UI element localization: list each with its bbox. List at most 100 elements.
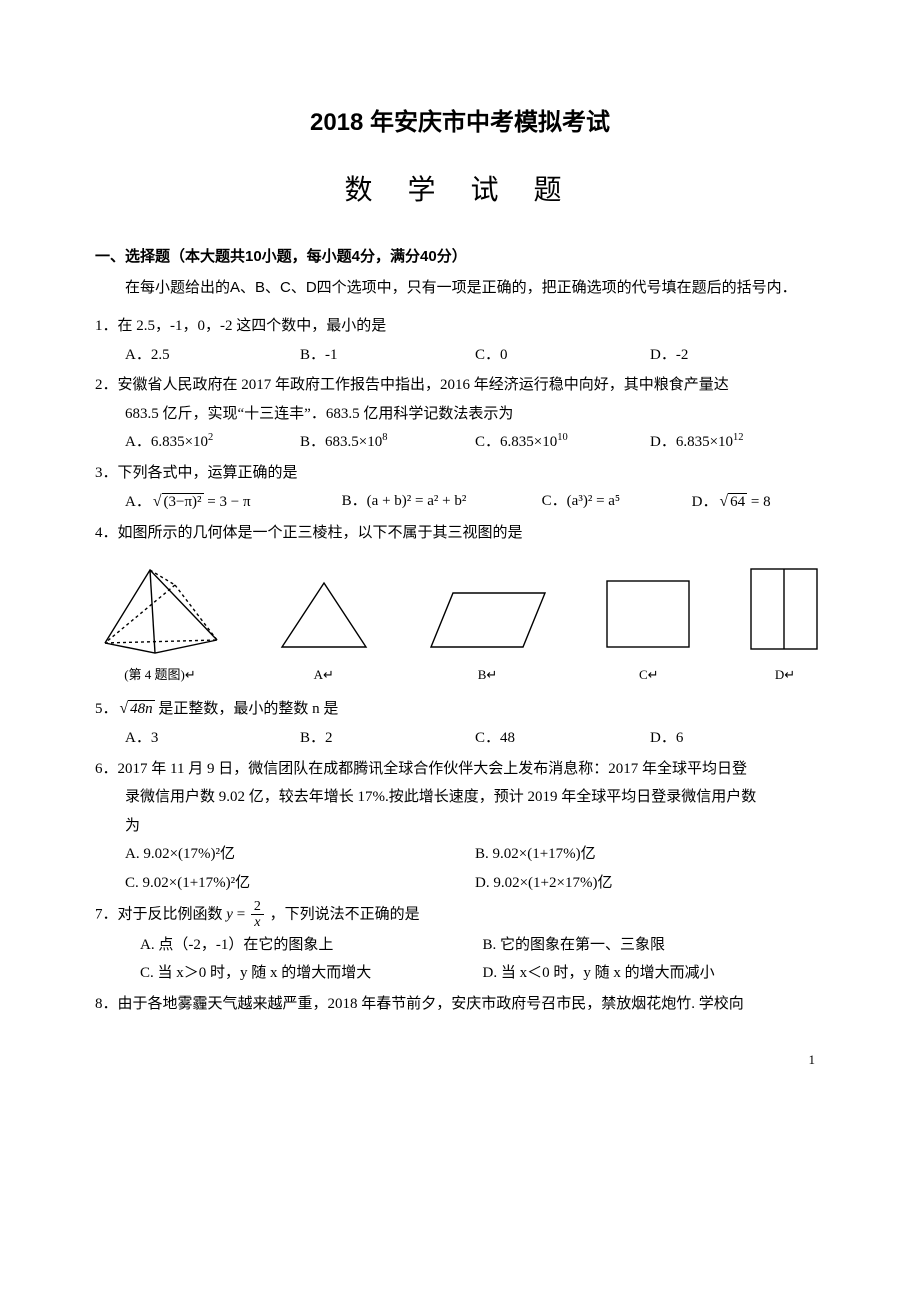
q3a-rhs: = 3 − π bbox=[204, 494, 251, 510]
q4-fig-a: A↵ bbox=[274, 575, 374, 688]
q1-options: A．2.5 B．-1 C．0 D．-2 bbox=[95, 341, 825, 370]
q6-options-row2: C. 9.02×(1+17%)²亿 D. 9.02×(1+2×17%)亿 bbox=[95, 869, 825, 898]
question-6: 6．2017 年 11 月 9 日，微信团队在成都腾讯全球合作伙伴大会上发布消息… bbox=[95, 755, 825, 898]
q4-label-a: A↵ bbox=[274, 663, 374, 688]
rectangle-split-icon bbox=[745, 565, 825, 655]
q4-caption: (第 4 题图)↵ bbox=[95, 663, 225, 688]
q2-options: A．6.835×102 B．683.5×108 C．6.835×1010 D．6… bbox=[95, 428, 825, 457]
section-intro: 在每小题给出的A、B、C、D四个选项中，只有一项是正确的，把正确选项的代号填在题… bbox=[95, 271, 825, 304]
q1-opt-d: D．-2 bbox=[650, 341, 825, 370]
q3-opt-a: A． (3−π)² = 3 − π bbox=[125, 487, 342, 517]
q2c-base: C．6.835×10 bbox=[475, 434, 557, 450]
q2a-base: A．6.835×10 bbox=[125, 434, 208, 450]
q2-opt-b: B．683.5×108 bbox=[300, 428, 475, 457]
q2d-base: D．6.835×10 bbox=[650, 434, 733, 450]
q5-opt-d: D．6 bbox=[650, 724, 825, 753]
q4-label-b: B↵ bbox=[423, 663, 553, 688]
q5-stem: 5． 48n 是正整数，最小的整数 n 是 bbox=[95, 694, 825, 724]
triangle-icon bbox=[274, 575, 374, 655]
q6-stem-l2: 录微信用户数 9.02 亿，较去年增长 17%.按此增长速度，预计 2019 年… bbox=[95, 783, 825, 812]
q2-stem-l1: 2．安徽省人民政府在 2017 年政府工作报告中指出，2016 年经济运行稳中向… bbox=[95, 371, 825, 400]
q7-y: y bbox=[226, 906, 233, 922]
q2a-sup: 2 bbox=[208, 432, 213, 443]
q6-stem-l1: 6．2017 年 11 月 9 日，微信团队在成都腾讯全球合作伙伴大会上发布消息… bbox=[95, 755, 825, 784]
q3-opt-c: C．(a³)² = a⁵ bbox=[542, 487, 692, 517]
q4-label-d: D↵ bbox=[745, 663, 825, 688]
q2-opt-c: C．6.835×1010 bbox=[475, 428, 650, 457]
question-4: 4．如图所示的几何体是一个正三棱柱，以下不属于其三视图的是 (第 4 题图)↵ bbox=[95, 519, 825, 688]
q1-opt-a: A．2.5 bbox=[125, 341, 300, 370]
q4-fig-c: C↵ bbox=[601, 575, 696, 688]
page-number: 1 bbox=[95, 1048, 825, 1073]
q2-stem-l2: 683.5 亿斤，实现“十三连丰”．683.5 亿用科学记数法表示为 bbox=[95, 400, 825, 429]
question-7: 7．对于反比例函数 y = 2x ，下列说法不正确的是 A. 点（-2，-1）在… bbox=[95, 899, 825, 988]
q2b-sup: 8 bbox=[382, 432, 387, 443]
section-heading: 一、选择题（本大题共10小题，每小题4分，满分40分） bbox=[95, 243, 825, 272]
fraction-icon: 2x bbox=[251, 899, 264, 931]
q7-eq: = bbox=[233, 906, 249, 922]
q2-opt-d: D．6.835×1012 bbox=[650, 428, 825, 457]
q7-opt-b: B. 它的图象在第一、三象限 bbox=[483, 931, 826, 960]
sqrt-icon: (3−π)² bbox=[151, 487, 204, 517]
q7-den: x bbox=[251, 915, 264, 930]
q3a-label: A． bbox=[125, 494, 151, 510]
q5-options: A．3 B．2 C．48 D．6 bbox=[95, 724, 825, 753]
q7-stem: 7．对于反比例函数 y = 2x ，下列说法不正确的是 bbox=[95, 899, 825, 931]
prism-icon bbox=[95, 560, 225, 655]
q5-opt-a: A．3 bbox=[125, 724, 300, 753]
q3-opt-d: D． 64 = 8 bbox=[692, 487, 825, 517]
q7-pre: 7．对于反比例函数 bbox=[95, 906, 226, 922]
q3-options: A． (3−π)² = 3 − π B．(a + b)² = a² + b² C．… bbox=[95, 487, 825, 517]
q3d-label: D． bbox=[692, 494, 718, 510]
page-title-sub: 数 学 试 题 bbox=[95, 164, 825, 217]
q3-stem: 3．下列各式中，运算正确的是 bbox=[95, 459, 825, 488]
q1-opt-b: B．-1 bbox=[300, 341, 475, 370]
question-8: 8．由于各地雾霾天气越来越严重，2018 年春节前夕，安庆市政府号召市民，禁放烟… bbox=[95, 990, 825, 1019]
page-title-main: 2018 年安庆市中考模拟考试 bbox=[95, 100, 825, 146]
exam-page: 2018 年安庆市中考模拟考试 数 学 试 题 一、选择题（本大题共10小题，每… bbox=[0, 0, 920, 1113]
question-3: 3．下列各式中，运算正确的是 A． (3−π)² = 3 − π B．(a + b… bbox=[95, 459, 825, 517]
q5-rad: 48n bbox=[128, 700, 155, 717]
q2-opt-a: A．6.835×102 bbox=[125, 428, 300, 457]
q7-num: 2 bbox=[251, 899, 264, 915]
sqrt-icon: 64 bbox=[718, 487, 748, 517]
q5-post: 是正整数，最小的整数 n 是 bbox=[155, 701, 339, 717]
question-2: 2．安徽省人民政府在 2017 年政府工作报告中指出，2016 年经济运行稳中向… bbox=[95, 371, 825, 457]
q3-opt-b: B．(a + b)² = a² + b² bbox=[342, 487, 542, 517]
q4-label-c: C↵ bbox=[601, 663, 696, 688]
question-1: 1．在 2.5，-1，0，-2 这四个数中，最小的是 A．2.5 B．-1 C．… bbox=[95, 312, 825, 369]
q7-options-row1: A. 点（-2，-1）在它的图象上 B. 它的图象在第一、三象限 bbox=[95, 931, 825, 960]
q7-opt-d: D. 当 x＜0 时，y 随 x 的增大而减小 bbox=[483, 959, 826, 988]
q3d-rad: 64 bbox=[728, 493, 747, 510]
q5-opt-b: B．2 bbox=[300, 724, 475, 753]
q6-opt-a: A. 9.02×(17%)²亿 bbox=[125, 840, 475, 869]
q6-opt-d: D. 9.02×(1+2×17%)亿 bbox=[475, 869, 825, 898]
q4-figures: (第 4 题图)↵ A↵ B↵ C↵ bbox=[95, 560, 825, 688]
q2d-sup: 12 bbox=[733, 432, 744, 443]
q1-stem: 1．在 2.5，-1，0，-2 这四个数中，最小的是 bbox=[95, 312, 825, 341]
q6-opt-c: C. 9.02×(1+17%)²亿 bbox=[125, 869, 475, 898]
q6-opt-b: B. 9.02×(1+17%)亿 bbox=[475, 840, 825, 869]
parallelogram-icon bbox=[423, 585, 553, 655]
q1-opt-c: C．0 bbox=[475, 341, 650, 370]
q7-post: ，下列说法不正确的是 bbox=[266, 906, 420, 922]
q5-opt-c: C．48 bbox=[475, 724, 650, 753]
q4-stem: 4．如图所示的几何体是一个正三棱柱，以下不属于其三视图的是 bbox=[95, 519, 825, 548]
rectangle-icon bbox=[601, 575, 696, 655]
q6-stem-l3: 为 bbox=[95, 812, 825, 841]
q2b-base: B．683.5×10 bbox=[300, 434, 382, 450]
q7-opt-a: A. 点（-2，-1）在它的图象上 bbox=[140, 931, 483, 960]
q6-options-row1: A. 9.02×(17%)²亿 B. 9.02×(1+17%)亿 bbox=[95, 840, 825, 869]
q2c-sup: 10 bbox=[557, 432, 568, 443]
q4-fig-b: B↵ bbox=[423, 585, 553, 688]
q4-fig-prism: (第 4 题图)↵ bbox=[95, 560, 225, 688]
q7-opt-c: C. 当 x＞0 时，y 随 x 的增大而增大 bbox=[140, 959, 483, 988]
question-5: 5． 48n 是正整数，最小的整数 n 是 A．3 B．2 C．48 D．6 bbox=[95, 694, 825, 752]
q3a-rad: (3−π)² bbox=[162, 493, 204, 510]
q3d-rhs: = 8 bbox=[747, 494, 770, 510]
q8-stem: 8．由于各地雾霾天气越来越严重，2018 年春节前夕，安庆市政府号召市民，禁放烟… bbox=[95, 990, 825, 1019]
q5-pre: 5． bbox=[95, 701, 118, 717]
q4-fig-d: D↵ bbox=[745, 565, 825, 688]
sqrt-icon: 48n bbox=[118, 694, 155, 724]
q7-options-row2: C. 当 x＞0 时，y 随 x 的增大而增大 D. 当 x＜0 时，y 随 x… bbox=[95, 959, 825, 988]
